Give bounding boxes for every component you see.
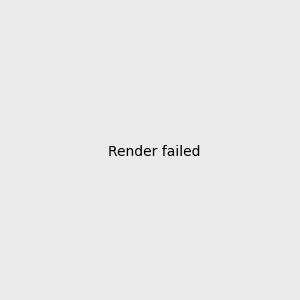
Text: Render failed: Render failed: [107, 145, 200, 158]
